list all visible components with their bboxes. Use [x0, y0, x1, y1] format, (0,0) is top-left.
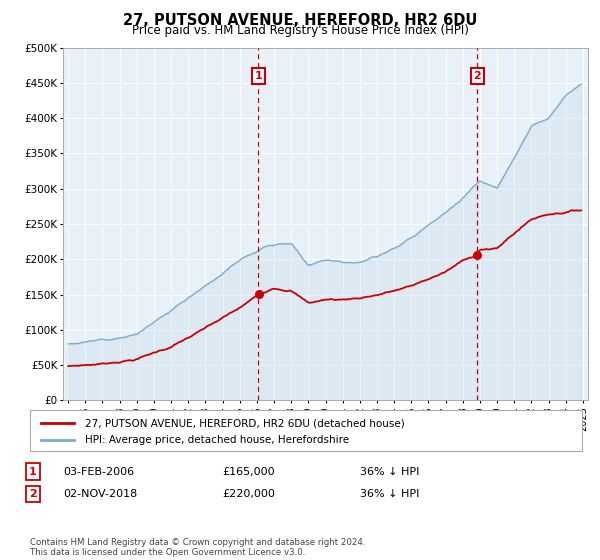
- Text: £220,000: £220,000: [222, 489, 275, 499]
- Text: 36% ↓ HPI: 36% ↓ HPI: [360, 489, 419, 499]
- Text: 02-NOV-2018: 02-NOV-2018: [63, 489, 137, 499]
- Text: 2: 2: [29, 489, 37, 499]
- Text: 27, PUTSON AVENUE, HEREFORD, HR2 6DU: 27, PUTSON AVENUE, HEREFORD, HR2 6DU: [123, 13, 477, 28]
- Text: 2: 2: [473, 71, 481, 81]
- FancyBboxPatch shape: [30, 410, 582, 451]
- Text: 03-FEB-2006: 03-FEB-2006: [63, 466, 134, 477]
- Text: £165,000: £165,000: [222, 466, 275, 477]
- Text: 1: 1: [254, 71, 262, 81]
- Text: 1: 1: [29, 466, 37, 477]
- Text: 36% ↓ HPI: 36% ↓ HPI: [360, 466, 419, 477]
- Text: Contains HM Land Registry data © Crown copyright and database right 2024.
This d: Contains HM Land Registry data © Crown c…: [30, 538, 365, 557]
- Text: Price paid vs. HM Land Registry's House Price Index (HPI): Price paid vs. HM Land Registry's House …: [131, 24, 469, 36]
- Text: HPI: Average price, detached house, Herefordshire: HPI: Average price, detached house, Here…: [85, 435, 349, 445]
- Text: 27, PUTSON AVENUE, HEREFORD, HR2 6DU (detached house): 27, PUTSON AVENUE, HEREFORD, HR2 6DU (de…: [85, 418, 405, 428]
